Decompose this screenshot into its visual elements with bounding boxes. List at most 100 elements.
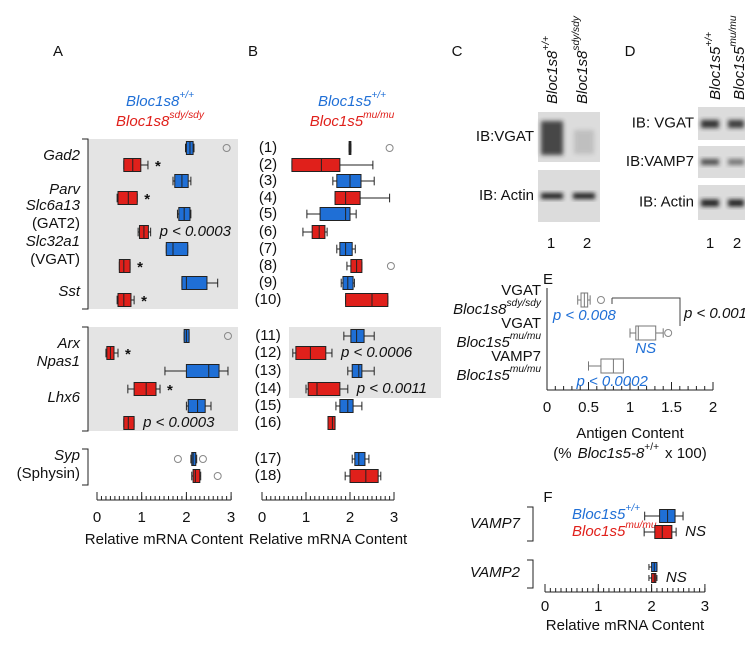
x-axis-label-2: (% Bloc1s5-8+/+ x 100) (553, 442, 706, 462)
blot-band (541, 193, 563, 199)
annotation: * (144, 191, 150, 208)
category-label: VAMP2 (470, 564, 521, 581)
category-label: VGAT (501, 282, 541, 299)
box (118, 259, 131, 273)
legend-entry: Bloc1s8sdy/sdy (116, 110, 205, 130)
x-tick-label: 3 (701, 598, 709, 615)
subcategory-label-part: Bloc1s8 (453, 301, 507, 318)
subcategory-label: Bloc1s8sdy/sdy (453, 298, 542, 318)
group-bracket (82, 138, 89, 486)
blot-row-label: IB: Actin (479, 187, 534, 204)
subcategory-label-part: Bloc1s5 (456, 367, 510, 384)
row-label: (6) (259, 223, 277, 240)
x-tick-label: 2 (182, 509, 190, 526)
box (291, 158, 341, 172)
legend-entry-part: mu/mu (363, 110, 394, 121)
panel-label: E (543, 271, 553, 288)
blot-band (701, 199, 719, 207)
annotation: NS (685, 523, 706, 540)
annotation: p < 0.008 (552, 307, 617, 324)
panel-label: C (452, 43, 463, 60)
blot-row-label: IB:VAMP7 (626, 153, 694, 170)
row-label: (10) (255, 291, 282, 308)
legend-entry-part: Bloc1s5 (310, 113, 364, 130)
annotation: p < 0.0003 (159, 223, 232, 240)
row-label: (9) (259, 274, 277, 291)
row-label: (18) (255, 467, 282, 484)
legend-entry-part: Bloc1s8 (126, 93, 180, 110)
box (354, 452, 366, 466)
box (307, 382, 341, 396)
lane-header: Bloc1s8+/+ (541, 36, 561, 104)
box (191, 452, 197, 466)
x-tick-label: 0 (543, 399, 551, 416)
row-label: (7) (259, 240, 277, 257)
box (311, 225, 326, 239)
category-label: VAMP7 (470, 515, 521, 532)
box (350, 329, 365, 343)
group-bracket (527, 506, 534, 589)
row-label: (15) (255, 397, 282, 414)
box (339, 399, 354, 413)
annotation: * (137, 259, 143, 276)
box (349, 469, 379, 483)
group-shade (88, 139, 238, 309)
blot-band (701, 120, 719, 128)
box (327, 416, 336, 430)
row-label: (14) (255, 380, 282, 397)
panel-label: B (248, 43, 258, 60)
box (181, 276, 208, 290)
box (654, 525, 673, 539)
comparison-label: p < 0.001 (683, 305, 745, 322)
outlier (173, 455, 182, 463)
lane-header-part: Bloc1s8 (574, 50, 591, 104)
annotation: * (155, 158, 161, 175)
box (600, 358, 624, 374)
row-label: (11) (255, 327, 281, 344)
lane-header-part: Bloc1s8 (544, 50, 561, 104)
subcategory-label-part: mu/mu (510, 364, 541, 375)
row-label: (13) (255, 362, 282, 379)
row-label: (16) (255, 414, 282, 431)
panel-label: F (543, 489, 552, 506)
box (133, 382, 157, 396)
lane-header-part: Bloc1s5 (731, 46, 745, 100)
row-label: (4) (259, 189, 277, 206)
row-label: (17) (255, 450, 282, 467)
box (117, 293, 132, 307)
annotation: p < 0.0002 (575, 373, 648, 390)
x-tick-label: 0 (93, 509, 101, 526)
x-tick-label: 0 (541, 598, 549, 615)
x-axis-label: Relative mRNA Content (249, 531, 408, 548)
x-tick-label: 1 (594, 598, 602, 615)
comparison-bracket (611, 297, 681, 326)
box (345, 293, 389, 307)
outlier (213, 472, 222, 480)
x-tick-label: 2 (647, 598, 655, 615)
subcategory-label-part: mu/mu (510, 331, 541, 342)
x-tick-label: 1 (626, 399, 634, 416)
legend-entry-part: Bloc1s5 (318, 93, 372, 110)
lane-number: 2 (583, 235, 591, 252)
row-label: (8) (259, 257, 277, 274)
blot-band (541, 121, 563, 155)
lane-header-part: Bloc1s5 (707, 46, 724, 100)
category-label: Parv (49, 181, 81, 198)
lane-header-part: +/+ (704, 32, 715, 47)
outlier (385, 144, 394, 152)
lane-header-part: mu/mu (728, 15, 739, 46)
category-note: (VGAT) (30, 251, 80, 268)
x-axis-label: Antigen Content (576, 425, 684, 442)
outlier (223, 332, 232, 340)
x-tick-label: 1.5 (661, 399, 682, 416)
row-label: (1) (259, 139, 277, 156)
panel-label: D (625, 43, 636, 60)
x-axis-label-2-part: x 100) (665, 445, 707, 462)
x-tick-label: 0 (258, 509, 266, 526)
outlier (596, 296, 605, 304)
annotation: NS (666, 569, 687, 586)
x-tick-label: 3 (227, 509, 235, 526)
x-tick-label: 1 (302, 509, 310, 526)
annotation: * (167, 382, 173, 399)
